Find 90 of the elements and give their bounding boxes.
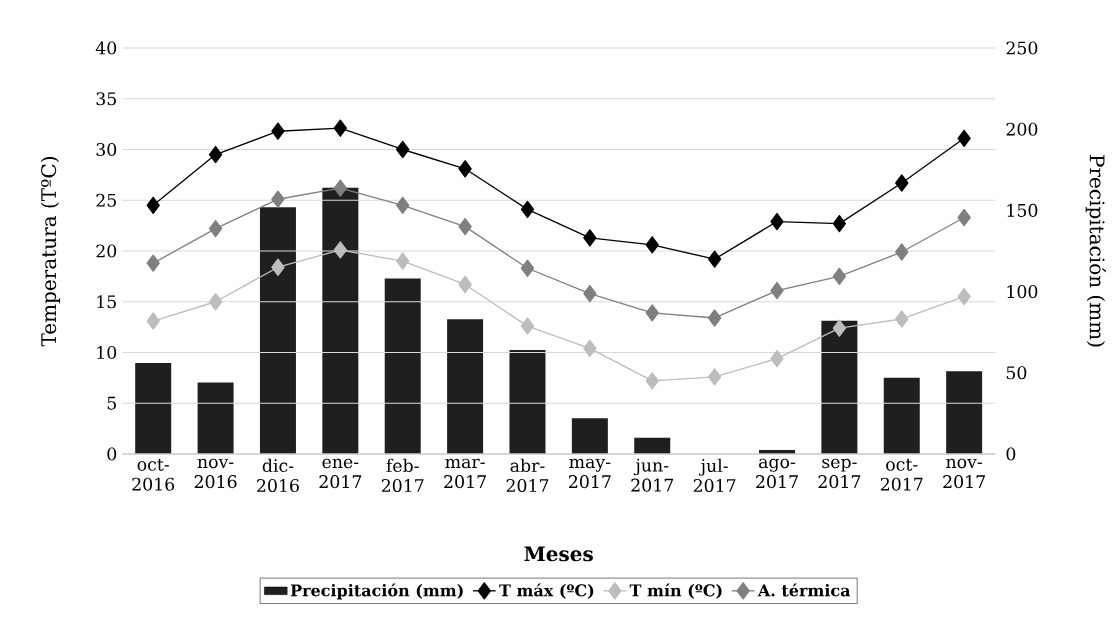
x-tick-label: sep-2017 [818, 458, 861, 489]
x-tick-label: nov-2017 [943, 458, 985, 489]
x-tick-label: dic-2016 [257, 458, 299, 493]
point [146, 254, 160, 272]
bar [946, 371, 983, 454]
y2-tick-label: 0 [1006, 447, 1016, 461]
x-tick-label: oct-2017 [880, 458, 923, 491]
x-tick-label: ene-2017 [319, 458, 362, 489]
y2-tick-label: 250 [1006, 41, 1038, 55]
point [333, 179, 348, 197]
point [895, 243, 909, 261]
x-tick-label: feb-2017 [381, 458, 424, 493]
point [957, 129, 971, 147]
point [271, 122, 285, 140]
y-tick-label: 40 [95, 41, 117, 55]
legend-label: Precipitación (mm) [290, 583, 463, 600]
y2-tick-label: 200 [1006, 122, 1038, 136]
x-tick-label: may-2017 [568, 458, 611, 489]
bar [634, 437, 671, 454]
point [895, 310, 909, 328]
bar [322, 187, 359, 454]
point [396, 252, 410, 270]
point [271, 258, 285, 276]
legend-label: T mín (ºC) [629, 583, 722, 599]
x-tick-label: ago-2017 [756, 458, 798, 489]
point [208, 219, 223, 238]
y-tick-label: 15 [97, 295, 116, 309]
x-axis-title: Meses [524, 546, 593, 562]
bar [571, 418, 608, 454]
point [520, 317, 535, 335]
x-tick-label: nov-2016 [194, 458, 237, 489]
x-tick-label: jun-2017 [631, 458, 674, 492]
bar [821, 320, 858, 454]
x-tick-label: mar-2017 [444, 458, 486, 489]
point [208, 293, 223, 311]
point [707, 368, 722, 386]
y2-tick-label: 50 [1006, 366, 1027, 380]
point [520, 259, 535, 277]
bar [384, 278, 421, 454]
point [645, 236, 659, 254]
x-tick-label: jul-2017 [693, 458, 736, 493]
point [832, 319, 847, 337]
y2-tick-label: 100 [1007, 285, 1038, 299]
y-tick-label: 25 [96, 193, 116, 207]
x-tick-label: abr-2017 [506, 458, 549, 493]
point [146, 196, 160, 214]
y2-tick-label: 150 [1007, 203, 1038, 217]
y-axis-title: Temperatura (TºC) [40, 157, 61, 347]
point [707, 309, 722, 327]
y-tick-label: 30 [96, 142, 117, 157]
point [895, 174, 909, 192]
point [458, 217, 472, 236]
point [707, 250, 722, 268]
point [770, 281, 784, 300]
point [832, 267, 847, 286]
bar [883, 377, 920, 454]
point [458, 275, 472, 294]
x-tick-label: oct-2016 [132, 458, 175, 491]
bar [509, 350, 546, 454]
point [520, 200, 535, 219]
point [645, 372, 659, 390]
point [832, 214, 847, 233]
bar [197, 382, 234, 454]
point [957, 288, 971, 306]
point [271, 190, 285, 208]
point [396, 140, 410, 159]
y-tick-label: 20 [96, 244, 117, 258]
point [333, 241, 348, 259]
point [583, 229, 597, 247]
legend-label: A. térmica [757, 583, 851, 597]
point [770, 349, 784, 368]
point [396, 196, 410, 214]
point [770, 212, 784, 231]
y-tick-label: 5 [107, 396, 116, 410]
legend-label: T máx (ºC) [499, 583, 594, 599]
bar [447, 319, 484, 454]
point [645, 304, 659, 322]
y2-axis-title: Precipitación (mm) [1085, 155, 1106, 347]
point [208, 145, 223, 164]
point [583, 339, 597, 358]
y-tick-label: 0 [107, 447, 117, 461]
point [146, 312, 160, 330]
y-tick-label: 35 [96, 92, 116, 106]
bar [135, 363, 172, 454]
bar [259, 207, 296, 454]
point [957, 208, 971, 227]
point [333, 119, 348, 137]
point [458, 160, 472, 178]
point [583, 284, 597, 303]
y-tick-label: 10 [97, 345, 117, 360]
